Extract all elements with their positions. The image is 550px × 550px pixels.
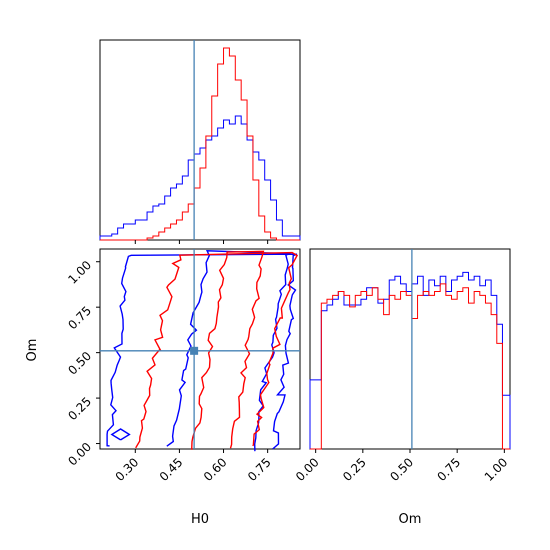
joint-ytick-label: 0.50: [65, 349, 94, 378]
h0-om-contours: [106, 250, 299, 452]
joint-ytick-label: 1.00: [65, 258, 94, 287]
joint-xtick-label: 0.60: [201, 455, 230, 484]
joint-ytick-label: 0.25: [65, 394, 94, 423]
joint-contour-panel: [99, 248, 301, 450]
om-x-axis-label: Om: [399, 512, 422, 527]
om-hist-xtick-label: 0.75: [434, 455, 463, 484]
joint-ytick-label: 0.00: [65, 440, 94, 469]
contour-red-inner: [191, 250, 265, 450]
truth-marker: [190, 346, 199, 355]
om-hist-xtick-label: 0.00: [293, 455, 322, 484]
contour-blue-island: [110, 428, 131, 441]
h0-histogram-series-red: [100, 47, 300, 241]
h0-histogram-panel: [99, 39, 301, 241]
contour-red-outer: [135, 251, 299, 449]
joint-xtick-label: 0.45: [157, 455, 186, 484]
om-hist-xtick-label: 0.50: [387, 455, 416, 484]
om-histogram-series-blue: [309, 271, 511, 449]
joint-y-axis-label: Om: [25, 339, 40, 362]
h0-histogram-series-blue: [99, 115, 301, 240]
h0-histogram: [99, 47, 301, 241]
om-hist-xtick-label: 0.25: [340, 455, 369, 484]
joint-x-axis-label: H0: [191, 512, 209, 527]
joint-xtick-label: 0.75: [245, 455, 274, 484]
om-histogram: [309, 271, 511, 450]
joint-xtick-label: 0.30: [113, 455, 142, 484]
om-hist-xtick-label: 1.00: [482, 455, 511, 484]
joint-ytick-label: 0.75: [65, 303, 94, 332]
om-histogram-series-red: [310, 283, 510, 450]
truth-lines: [100, 40, 413, 449]
